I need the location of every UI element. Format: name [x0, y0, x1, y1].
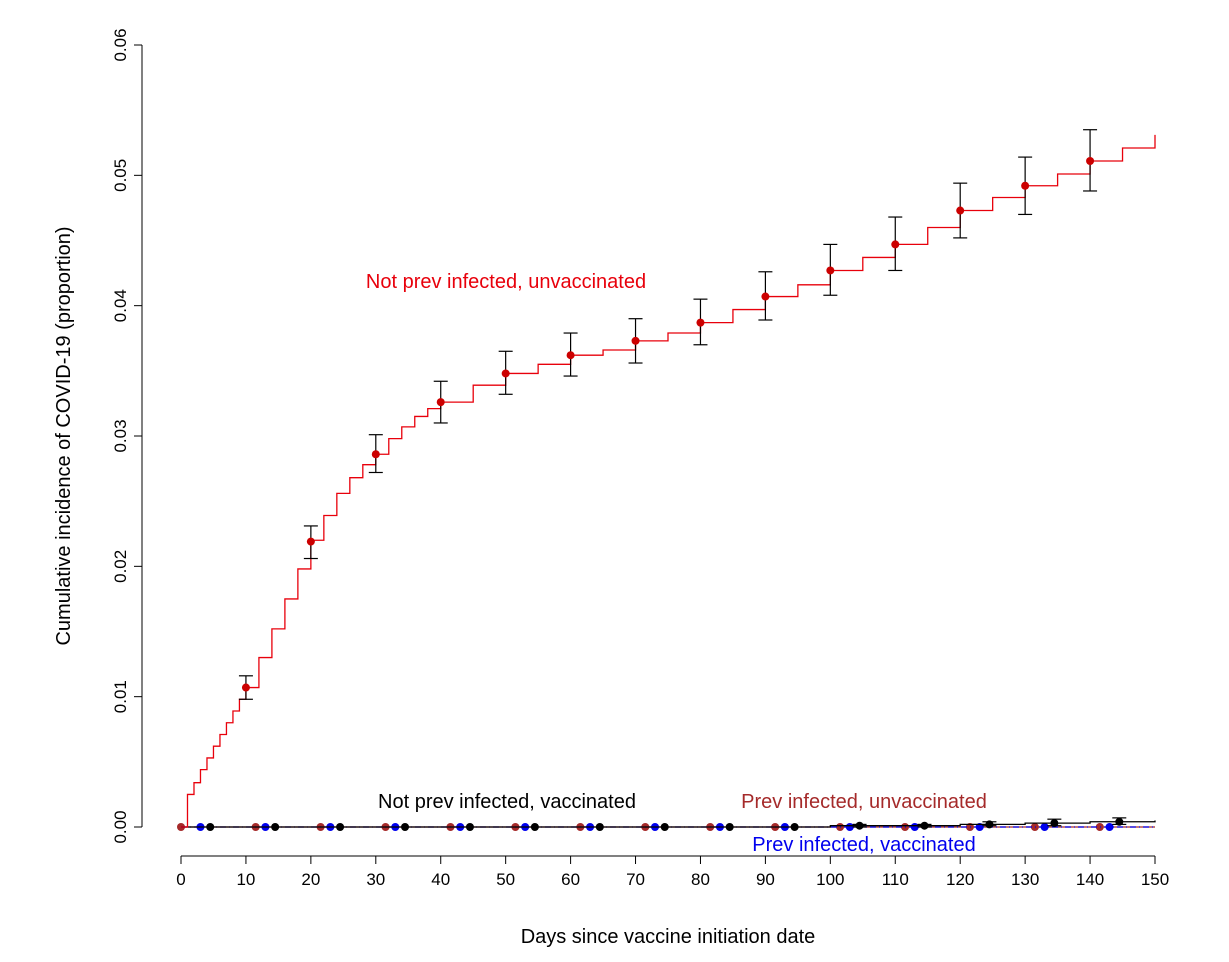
data-point [1115, 817, 1124, 826]
series-not-prev-vaccinated [181, 817, 1156, 831]
x-tick-label: 150 [1141, 870, 1169, 889]
data-point [336, 823, 345, 831]
x-tick-label: 90 [756, 870, 775, 889]
data-point [595, 823, 604, 831]
data-point [855, 821, 864, 830]
annotation-not-prev-unvaccinated: Not prev infected, unvaccinated [366, 271, 646, 293]
axes: 0 10 20 30 40 50 60 70 80 90 100 110 120 130 140 150 0.… [111, 28, 1169, 889]
data-point [1021, 181, 1030, 190]
x-tick-label: 30 [366, 870, 385, 889]
y-axis-ticks: 0.00 0.01 0.02 0.03 0.04 0.05 0.06 [111, 28, 142, 844]
x-tick-label: 80 [691, 870, 710, 889]
x-tick-label: 110 [882, 870, 909, 889]
series-line-not-prev-unvaccinated [181, 134, 1156, 828]
x-axis-label: Days since vaccine initiation date [521, 926, 816, 948]
y-axis-label: Cumulative incidence of COVID-19 (propor… [53, 226, 75, 645]
data-point [985, 820, 994, 829]
data-point [1105, 823, 1114, 831]
x-tick-label: 50 [496, 870, 515, 889]
x-tick-label: 0 [176, 870, 185, 889]
data-point [696, 318, 705, 327]
annotation-prev-unvaccinated: Prev infected, unvaccinated [741, 791, 987, 813]
data-point [306, 537, 315, 546]
x-tick-label: 140 [1076, 870, 1104, 889]
data-point [1030, 823, 1039, 831]
y-tick-label: 0.04 [111, 289, 130, 322]
data-point [826, 266, 835, 275]
data-point [1040, 823, 1049, 831]
y-tick-label: 0.05 [111, 159, 130, 192]
annotation-prev-vaccinated: Prev infected, vaccinated [752, 834, 975, 856]
data-point [1050, 819, 1059, 828]
y-tick-label: 0.02 [111, 550, 130, 583]
data-point [910, 823, 919, 831]
series-layer [177, 129, 1156, 831]
x-tick-label: 120 [946, 870, 974, 889]
x-axis-ticks: 0 10 20 30 40 50 60 70 80 90 100 110 120 130 140 150 [176, 856, 1169, 889]
data-point [725, 823, 734, 831]
x-tick-label: 100 [816, 870, 844, 889]
data-point [920, 821, 929, 830]
series-annotations: Not prev infected, unvaccinated Not prev… [366, 271, 987, 856]
data-point [501, 369, 510, 378]
data-point [465, 823, 474, 831]
data-point [1086, 156, 1095, 165]
data-point [631, 336, 640, 345]
x-tick-label: 40 [431, 870, 450, 889]
data-point [401, 823, 410, 831]
data-point [956, 206, 965, 215]
y-tick-label: 0.01 [111, 680, 130, 713]
x-tick-label: 70 [626, 870, 645, 889]
data-point [761, 292, 770, 301]
y-tick-label: 0.03 [111, 419, 130, 452]
data-point [271, 823, 280, 831]
data-point [790, 823, 799, 831]
x-tick-label: 20 [301, 870, 320, 889]
x-tick-label: 10 [236, 870, 255, 889]
series-not-prev-unvaccinated [181, 129, 1156, 828]
data-point [845, 823, 854, 831]
y-tick-label: 0.00 [111, 810, 130, 843]
data-point [436, 398, 445, 407]
x-tick-label: 60 [561, 870, 580, 889]
data-point [206, 823, 215, 831]
y-tick-label: 0.06 [111, 28, 130, 61]
data-point [1095, 823, 1104, 831]
series-line-not-prev-vaccinated [181, 820, 1156, 828]
annotation-not-prev-vaccinated: Not prev infected, vaccinated [378, 791, 636, 813]
x-tick-label: 130 [1011, 870, 1039, 889]
data-point [891, 240, 900, 249]
data-point [241, 683, 250, 692]
data-point [371, 450, 380, 459]
data-point [660, 823, 669, 831]
data-point [530, 823, 539, 831]
data-point [566, 351, 575, 360]
